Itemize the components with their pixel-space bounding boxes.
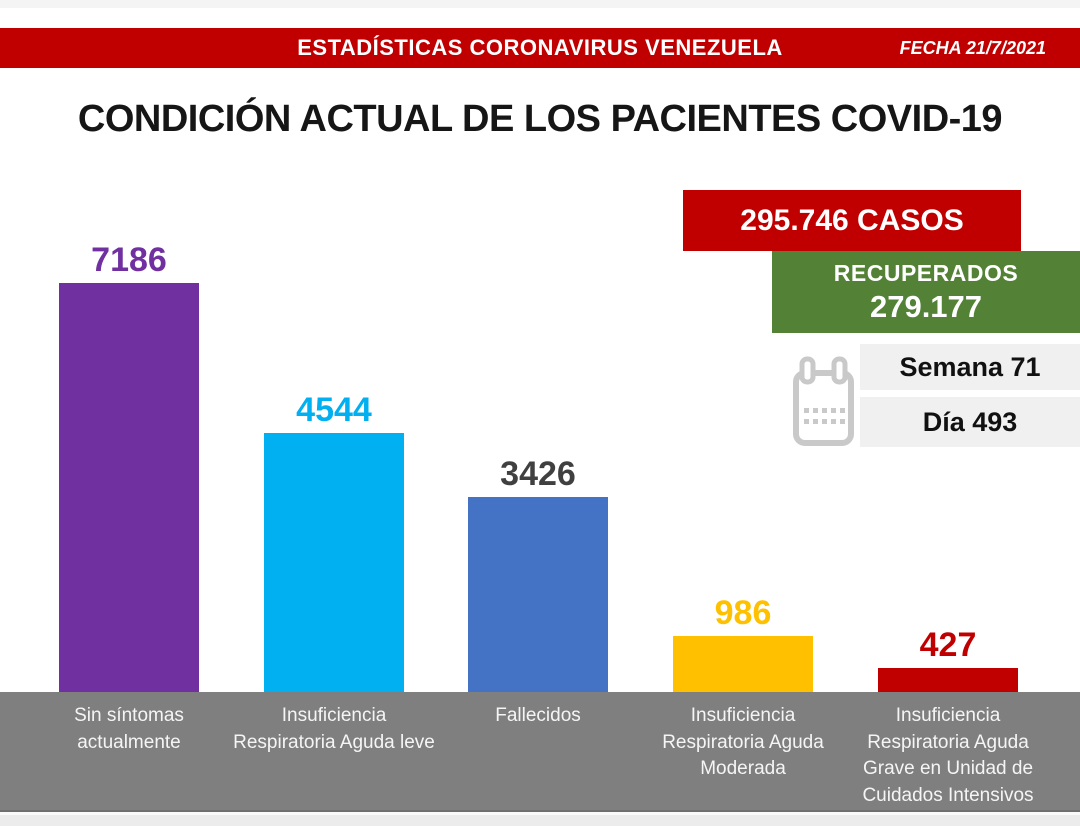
day-box: Día 493 bbox=[860, 397, 1080, 447]
bar-group-fallecidos: 3426 bbox=[468, 457, 608, 692]
bar-value-label: 427 bbox=[919, 626, 977, 664]
header-title: ESTADÍSTICAS CORONAVIRUS VENEZUELA bbox=[297, 35, 783, 60]
calendar-icon bbox=[792, 356, 855, 448]
page-bottom-edge bbox=[0, 812, 1080, 826]
recovered-value: 279.177 bbox=[869, 288, 983, 324]
category-label-ira-leve: Insuficiencia Respiratoria Aguda leve bbox=[233, 705, 435, 753]
bar-fallecidos bbox=[468, 497, 608, 692]
bar-ira-leve bbox=[264, 433, 404, 692]
bar-group-ira-grave-uci: 427 bbox=[878, 628, 1018, 692]
category-label-fallecidos: Fallecidos bbox=[495, 705, 581, 726]
bar-value-label: 986 bbox=[714, 594, 772, 632]
page-top-edge bbox=[0, 0, 1080, 8]
week-box: Semana 71 bbox=[860, 344, 1080, 390]
header-bar: ESTADÍSTICAS CORONAVIRUS VENEZUELA FECHA… bbox=[0, 28, 1080, 68]
bar-ira-grave-uci bbox=[878, 668, 1018, 692]
header-date: FECHA 21/7/2021 bbox=[899, 37, 1046, 58]
total-cases-text: 295.746 CASOS bbox=[740, 203, 964, 237]
day-text: Día 493 bbox=[922, 406, 1018, 437]
bar-value-label: 4544 bbox=[296, 391, 372, 429]
week-text: Semana 71 bbox=[899, 351, 1041, 382]
bar-group-ira-moderada: 986 bbox=[673, 596, 813, 692]
total-cases-box: 295.746 CASOS bbox=[683, 190, 1021, 251]
recovered-box: RECUPERADOS 279.177 bbox=[772, 251, 1080, 333]
category-label-ira-moderada: Insuficiencia Respiratoria Aguda Moderad… bbox=[662, 705, 824, 779]
bar-ira-moderada bbox=[673, 636, 813, 692]
recovered-label: RECUPERADOS bbox=[833, 259, 1019, 286]
bar-value-label: 7186 bbox=[91, 241, 167, 279]
bar-group-ira-leve: 4544 bbox=[264, 393, 404, 692]
bar-sin-sintomas bbox=[59, 283, 199, 692]
bar-group-sin-sintomas: 7186 bbox=[59, 243, 199, 692]
page-title: CONDICIÓN ACTUAL DE LOS PACIENTES COVID-… bbox=[77, 98, 1003, 140]
bar-value-label: 3426 bbox=[500, 455, 576, 493]
category-label-sin-sintomas: Sin síntomas actualmente bbox=[74, 705, 184, 753]
category-axis-band: Sin síntomas actualmente Insuficiencia R… bbox=[0, 692, 1080, 812]
category-label-ira-grave-uci: Insuficiencia Respiratoria Aguda Grave e… bbox=[862, 705, 1034, 806]
